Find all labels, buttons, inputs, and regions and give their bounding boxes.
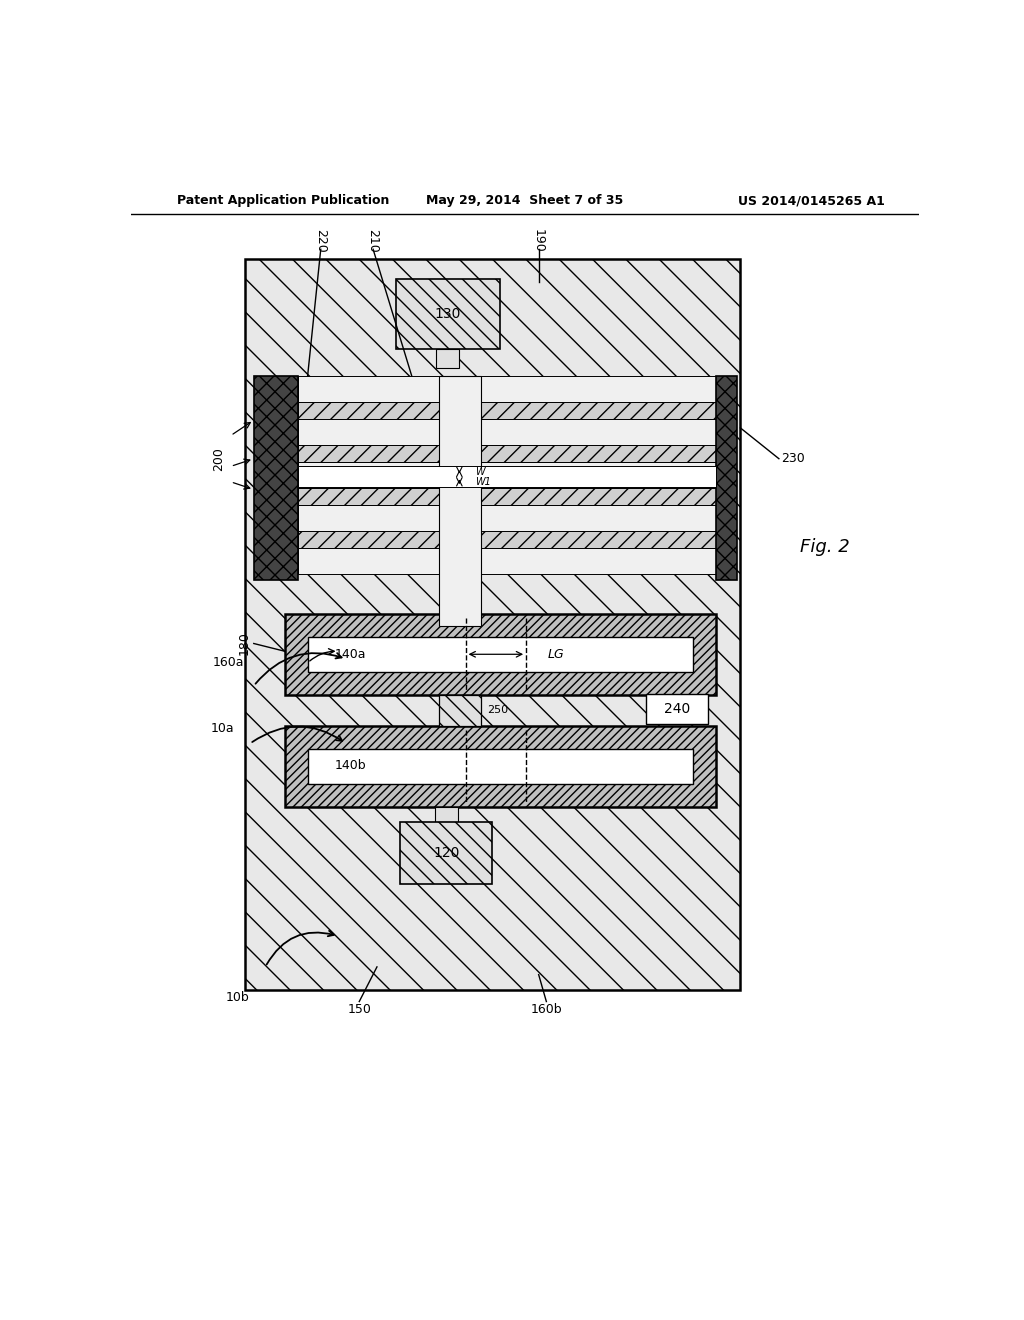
Text: 140b: 140b bbox=[335, 759, 367, 772]
Text: Fig. 2: Fig. 2 bbox=[801, 539, 850, 556]
Text: 210: 210 bbox=[367, 228, 380, 252]
Text: W1: W1 bbox=[475, 477, 490, 487]
Bar bbox=[298, 401, 716, 418]
Bar bbox=[285, 614, 716, 696]
Bar bbox=[307, 748, 692, 784]
Bar bbox=[396, 280, 500, 348]
Bar bbox=[307, 638, 692, 672]
Bar bbox=[298, 548, 716, 574]
Text: 160b: 160b bbox=[530, 1003, 562, 1016]
Text: 250: 250 bbox=[487, 705, 508, 715]
Bar bbox=[285, 726, 716, 807]
Bar bbox=[298, 466, 716, 487]
Text: 150: 150 bbox=[347, 1003, 371, 1016]
Bar bbox=[438, 376, 481, 626]
Bar bbox=[298, 418, 716, 445]
Text: W: W bbox=[475, 467, 484, 477]
Text: LG: LG bbox=[548, 648, 564, 661]
Bar bbox=[298, 506, 716, 531]
Bar bbox=[716, 376, 737, 579]
Text: 240: 240 bbox=[665, 702, 690, 715]
Text: 190: 190 bbox=[532, 228, 545, 252]
Text: 200: 200 bbox=[213, 446, 225, 471]
Text: 220: 220 bbox=[314, 228, 328, 252]
Bar bbox=[436, 348, 460, 368]
Bar bbox=[254, 376, 298, 579]
Text: 160a: 160a bbox=[213, 656, 245, 669]
Text: Patent Application Publication: Patent Application Publication bbox=[177, 194, 389, 207]
Bar bbox=[298, 376, 716, 401]
Text: 230: 230 bbox=[781, 453, 805, 465]
Bar bbox=[245, 259, 739, 990]
Text: 180: 180 bbox=[238, 631, 251, 656]
Text: May 29, 2014  Sheet 7 of 35: May 29, 2014 Sheet 7 of 35 bbox=[426, 194, 624, 207]
Bar bbox=[298, 462, 716, 488]
Bar bbox=[298, 531, 716, 548]
Bar bbox=[400, 822, 493, 884]
Bar bbox=[435, 807, 458, 822]
Text: 140a: 140a bbox=[335, 648, 367, 661]
Bar bbox=[438, 696, 481, 726]
Bar bbox=[298, 445, 716, 462]
Bar bbox=[646, 693, 708, 725]
Text: 10a: 10a bbox=[211, 722, 234, 735]
Text: 130: 130 bbox=[434, 308, 461, 321]
Text: 10b: 10b bbox=[226, 991, 250, 1005]
Bar bbox=[298, 488, 716, 506]
Text: 120: 120 bbox=[433, 846, 460, 859]
Text: US 2014/0145265 A1: US 2014/0145265 A1 bbox=[738, 194, 885, 207]
